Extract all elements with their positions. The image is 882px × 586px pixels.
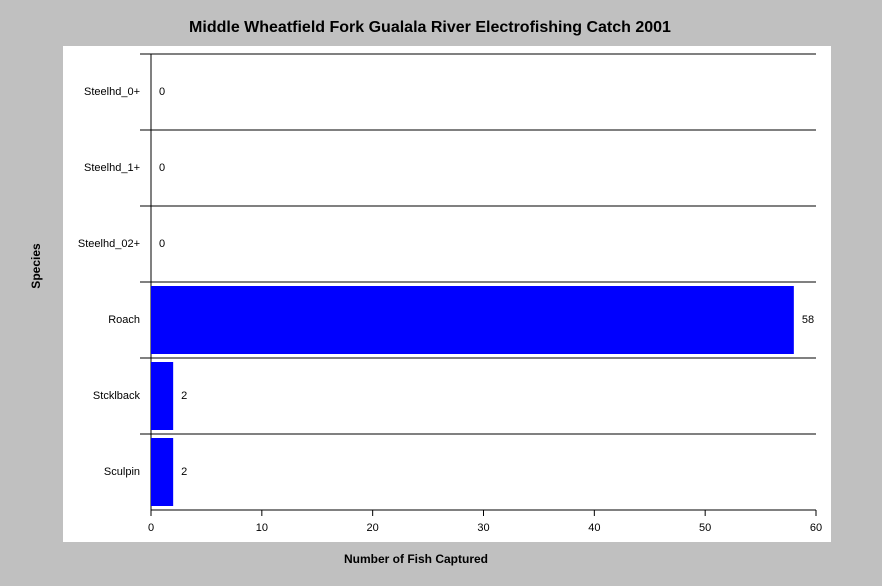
data-label: 2	[181, 390, 187, 402]
y-tick-label: Steelhd_02+	[78, 238, 140, 250]
data-label: 0	[159, 162, 165, 174]
bar	[151, 438, 174, 506]
x-tick-label: 40	[588, 522, 600, 534]
y-tick-label: Steelhd_0+	[84, 86, 140, 98]
x-tick-label: 30	[477, 522, 489, 534]
data-label: 0	[159, 86, 165, 98]
x-tick-label: 60	[810, 522, 822, 534]
y-axis-label: Species	[29, 243, 43, 289]
y-tick-label: Steelhd_1+	[84, 162, 140, 174]
bar	[151, 362, 174, 430]
bar	[151, 286, 794, 354]
x-tick-label: 10	[256, 522, 268, 534]
x-tick-label: 50	[699, 522, 711, 534]
chart-title: Middle Wheatfield Fork Gualala River Ele…	[189, 19, 671, 36]
y-tick-label: Roach	[108, 314, 140, 326]
data-label: 0	[159, 238, 165, 250]
data-label: 2	[181, 466, 187, 478]
y-tick-label: Sculpin	[104, 466, 140, 478]
y-tick-label: Stcklback	[93, 390, 141, 402]
x-axis-label: Number of Fish Captured	[344, 552, 488, 566]
data-label: 58	[802, 314, 814, 326]
x-tick-label: 20	[367, 522, 379, 534]
x-tick-label: 0	[148, 522, 154, 534]
